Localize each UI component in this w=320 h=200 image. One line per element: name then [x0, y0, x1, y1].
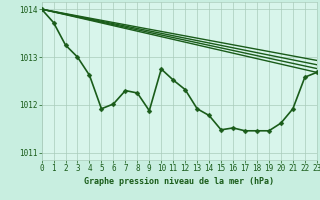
X-axis label: Graphe pression niveau de la mer (hPa): Graphe pression niveau de la mer (hPa)	[84, 177, 274, 186]
